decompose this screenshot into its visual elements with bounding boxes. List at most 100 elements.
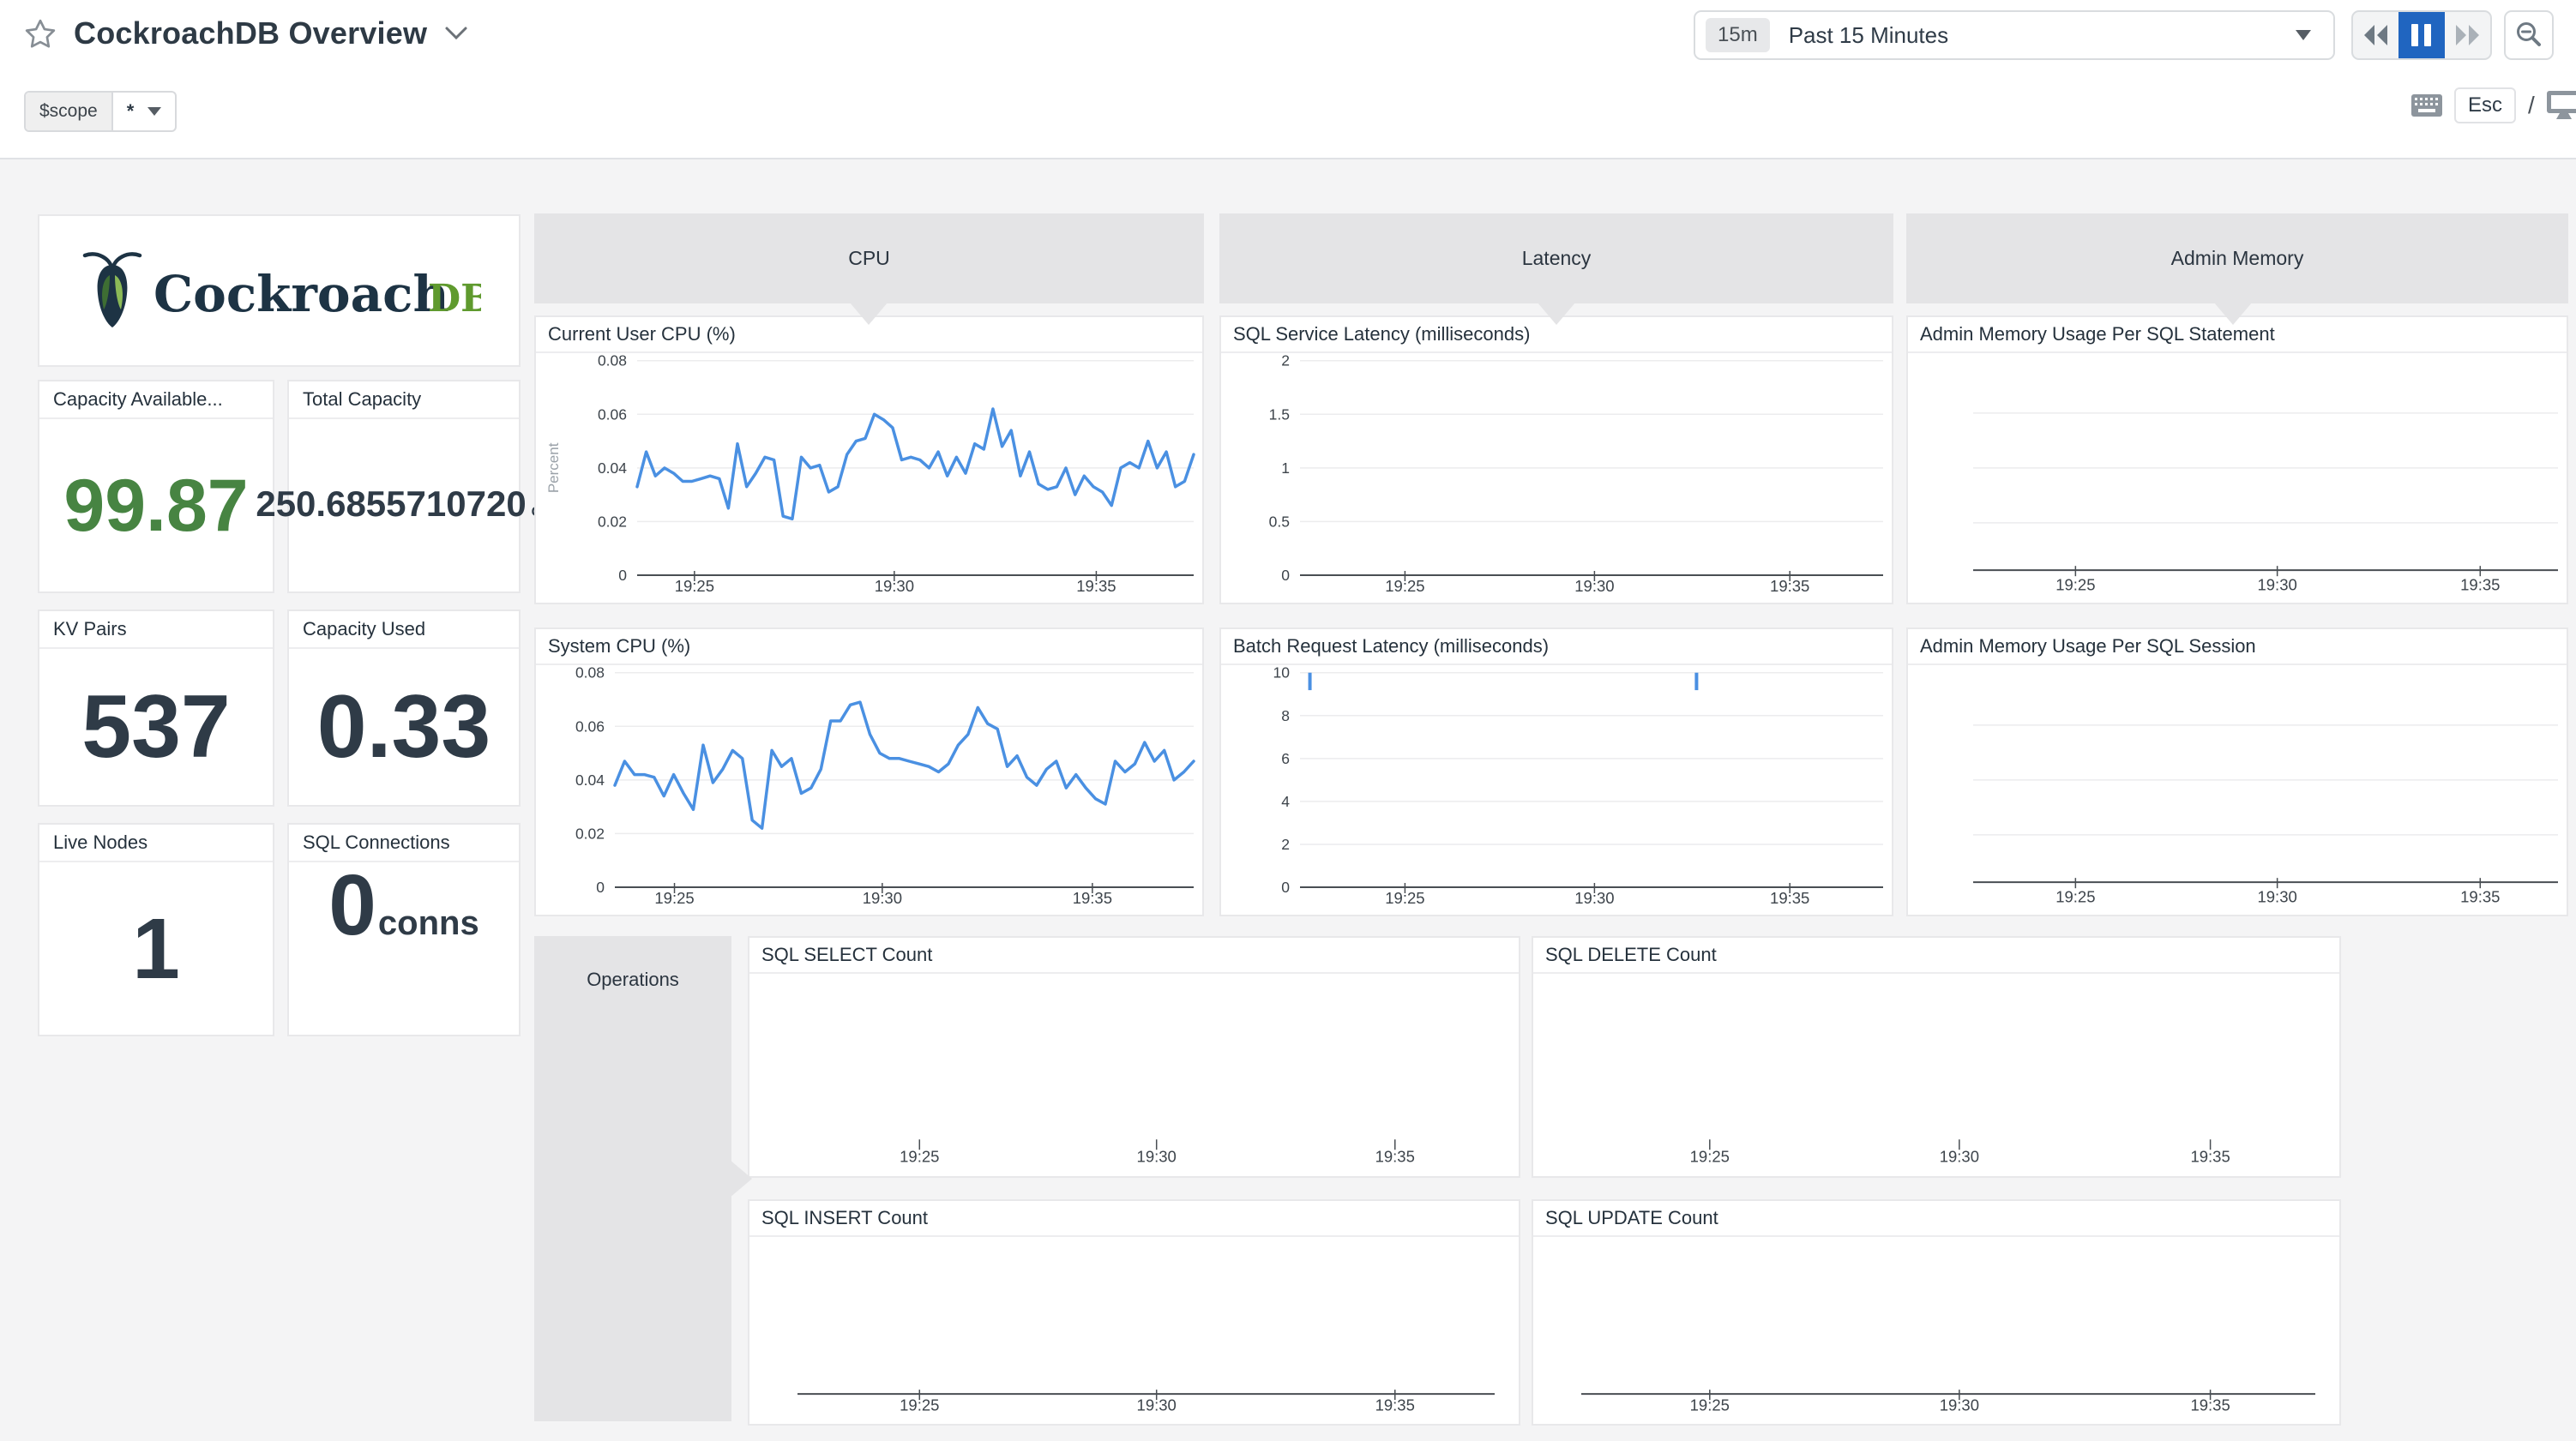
svg-text:19:30: 19:30 bbox=[1137, 1147, 1177, 1165]
chart-plot-area[interactable]: 108642019:2519:3019:35 bbox=[1221, 665, 1892, 915]
dashboard-app: CockroachDB Overview 15m Past 15 Minutes bbox=[0, 0, 2576, 1441]
svg-text:0: 0 bbox=[596, 879, 605, 896]
group-title: CPU bbox=[848, 247, 890, 270]
chart-batch-request-latency: Batch Request Latency (milliseconds) 108… bbox=[1219, 627, 1893, 916]
svg-text:19:35: 19:35 bbox=[1375, 1147, 1415, 1165]
chart-sql-update-count: SQL UPDATE Count 19:2519:3019:35 bbox=[1532, 1199, 2341, 1426]
group-notch-cpu bbox=[850, 303, 888, 325]
svg-text:19:30: 19:30 bbox=[2257, 575, 2296, 593]
svg-text:19:35: 19:35 bbox=[1073, 889, 1112, 907]
logo-suffix: DB bbox=[428, 277, 481, 321]
svg-text:19:30: 19:30 bbox=[875, 577, 914, 595]
stat-kv-pairs[interactable]: KV Pairs 537 bbox=[38, 609, 274, 807]
cockroachdb-logo: Cockroach DB bbox=[78, 248, 481, 333]
group-header-latency[interactable]: Latency bbox=[1219, 213, 1893, 303]
svg-text:2: 2 bbox=[1281, 836, 1290, 853]
svg-text:0.06: 0.06 bbox=[598, 405, 627, 423]
chart-plot-area[interactable]: 19:2519:3019:35 bbox=[1533, 974, 2339, 1176]
stat-capacity-used[interactable]: Capacity Used 0.33 bbox=[287, 609, 521, 807]
svg-text:8: 8 bbox=[1281, 707, 1290, 724]
svg-text:6: 6 bbox=[1281, 750, 1290, 767]
stat-title: SQL Connections bbox=[289, 825, 519, 862]
stat-value: 1 bbox=[132, 906, 180, 992]
svg-text:19:25: 19:25 bbox=[2055, 887, 2095, 905]
time-range-badge: 15m bbox=[1706, 18, 1770, 52]
stat-value: 0.33 bbox=[317, 682, 491, 772]
scope-caret-icon bbox=[147, 107, 161, 116]
fast-forward-icon bbox=[2455, 24, 2479, 46]
chart-plot-area[interactable]: 21.510.5019:2519:3019:35 bbox=[1221, 353, 1892, 603]
svg-text:19:25: 19:25 bbox=[900, 1396, 939, 1414]
group-title: Admin Memory bbox=[2171, 247, 2304, 270]
svg-text:0.5: 0.5 bbox=[1269, 513, 1290, 530]
svg-text:Percent: Percent bbox=[545, 442, 562, 493]
chart-title: SQL DELETE Count bbox=[1533, 938, 2339, 974]
scope-label[interactable]: $scope bbox=[26, 93, 113, 130]
group-title: Operations bbox=[534, 969, 731, 991]
scope-value-select[interactable]: * bbox=[113, 93, 176, 130]
group-notch-latency bbox=[1538, 303, 1575, 325]
stat-sql-connections[interactable]: SQL Connections 0 conns bbox=[287, 823, 521, 1036]
chart-plot-area[interactable]: 19:25 19:30 19:35 bbox=[1908, 665, 2567, 915]
stat-total-capacity[interactable]: Total Capacity 250.6855710720 GB bbox=[287, 380, 521, 593]
chart-plot-area[interactable]: 0.080.060.040.02019:2519:3019:35 bbox=[536, 665, 1202, 915]
svg-text:19:35: 19:35 bbox=[1375, 1396, 1415, 1414]
playback-button-group bbox=[2351, 10, 2492, 60]
chart-sql-delete-count: SQL DELETE Count 19:2519:3019:35 bbox=[1532, 936, 2341, 1178]
fast-forward-button[interactable] bbox=[2445, 12, 2490, 58]
stat-title: Capacity Used bbox=[289, 611, 519, 649]
logo-wordmark: Cockroach bbox=[153, 265, 449, 323]
svg-text:19:35: 19:35 bbox=[1770, 577, 1809, 595]
svg-text:0.08: 0.08 bbox=[575, 665, 605, 681]
stat-value: 250.6855710720 bbox=[256, 486, 526, 522]
chart-plot-area[interactable]: 0.080.060.040.020Percent19:2519:3019:35 bbox=[536, 353, 1202, 603]
svg-text:0.02: 0.02 bbox=[575, 825, 605, 842]
keyboard-icon[interactable] bbox=[2411, 94, 2442, 117]
stat-title: KV Pairs bbox=[39, 611, 273, 649]
svg-text:19:30: 19:30 bbox=[2257, 887, 2296, 905]
svg-text:19:25: 19:25 bbox=[1690, 1147, 1730, 1165]
svg-text:0.02: 0.02 bbox=[598, 513, 627, 530]
dashboard-canvas: Cockroach DB Capacity Available... 99.87… bbox=[0, 159, 2576, 1441]
svg-text:19:25: 19:25 bbox=[654, 889, 694, 907]
svg-text:19:35: 19:35 bbox=[2460, 887, 2500, 905]
group-notch-admin-memory bbox=[2214, 303, 2252, 325]
stat-title: Capacity Available... bbox=[39, 381, 273, 419]
cockroachdb-logo-widget[interactable]: Cockroach DB bbox=[38, 214, 521, 367]
svg-text:1: 1 bbox=[1281, 459, 1290, 477]
group-header-operations[interactable]: Operations bbox=[534, 936, 731, 1421]
page-title: CockroachDB Overview bbox=[74, 15, 427, 51]
group-header-admin-memory[interactable]: Admin Memory bbox=[1906, 213, 2568, 303]
dropdown-caret-icon bbox=[2296, 30, 2311, 40]
svg-text:0.04: 0.04 bbox=[575, 772, 605, 789]
svg-text:0: 0 bbox=[618, 567, 627, 584]
chart-plot-area[interactable]: 19:2519:3019:35 bbox=[749, 1237, 1519, 1424]
stat-unit: conns bbox=[378, 904, 479, 943]
rewind-button[interactable] bbox=[2353, 12, 2398, 58]
esc-button[interactable]: Esc bbox=[2454, 87, 2516, 123]
chart-sql-service-latency: SQL Service Latency (milliseconds) 21.51… bbox=[1219, 315, 1893, 604]
svg-text:0.06: 0.06 bbox=[575, 717, 605, 735]
time-range-dropdown[interactable]: 15m Past 15 Minutes bbox=[1694, 10, 2335, 60]
chart-plot-area[interactable]: 19:2519:3019:35 bbox=[749, 974, 1519, 1176]
pause-button[interactable] bbox=[2398, 12, 2444, 58]
chart-plot-area[interactable]: 19:2519:3019:35 bbox=[1908, 353, 2567, 603]
zoom-out-button[interactable] bbox=[2504, 10, 2554, 60]
title-bar: CockroachDB Overview bbox=[24, 15, 468, 51]
stat-live-nodes[interactable]: Live Nodes 1 bbox=[38, 823, 274, 1036]
svg-text:19:30: 19:30 bbox=[1574, 577, 1614, 595]
chart-current-user-cpu: Current User CPU (%) 0.080.060.040.020Pe… bbox=[534, 315, 1204, 604]
chart-admin-memory-session: Admin Memory Usage Per SQL Session 19:25… bbox=[1906, 627, 2568, 916]
stat-capacity-available[interactable]: Capacity Available... 99.87 bbox=[38, 380, 274, 593]
svg-text:0.04: 0.04 bbox=[598, 459, 627, 477]
scope-template-variable: $scope * bbox=[24, 91, 177, 132]
chevron-down-icon[interactable] bbox=[444, 26, 468, 41]
chart-title: Batch Request Latency (milliseconds) bbox=[1221, 629, 1892, 665]
fullscreen-monitor-icon[interactable] bbox=[2547, 91, 2576, 120]
stat-title: Live Nodes bbox=[39, 825, 273, 862]
stat-value: 537 bbox=[81, 682, 231, 772]
svg-text:19:25: 19:25 bbox=[675, 577, 714, 595]
group-header-cpu[interactable]: CPU bbox=[534, 213, 1204, 303]
chart-plot-area[interactable]: 19:2519:3019:35 bbox=[1533, 1237, 2339, 1424]
star-icon[interactable] bbox=[24, 17, 57, 50]
